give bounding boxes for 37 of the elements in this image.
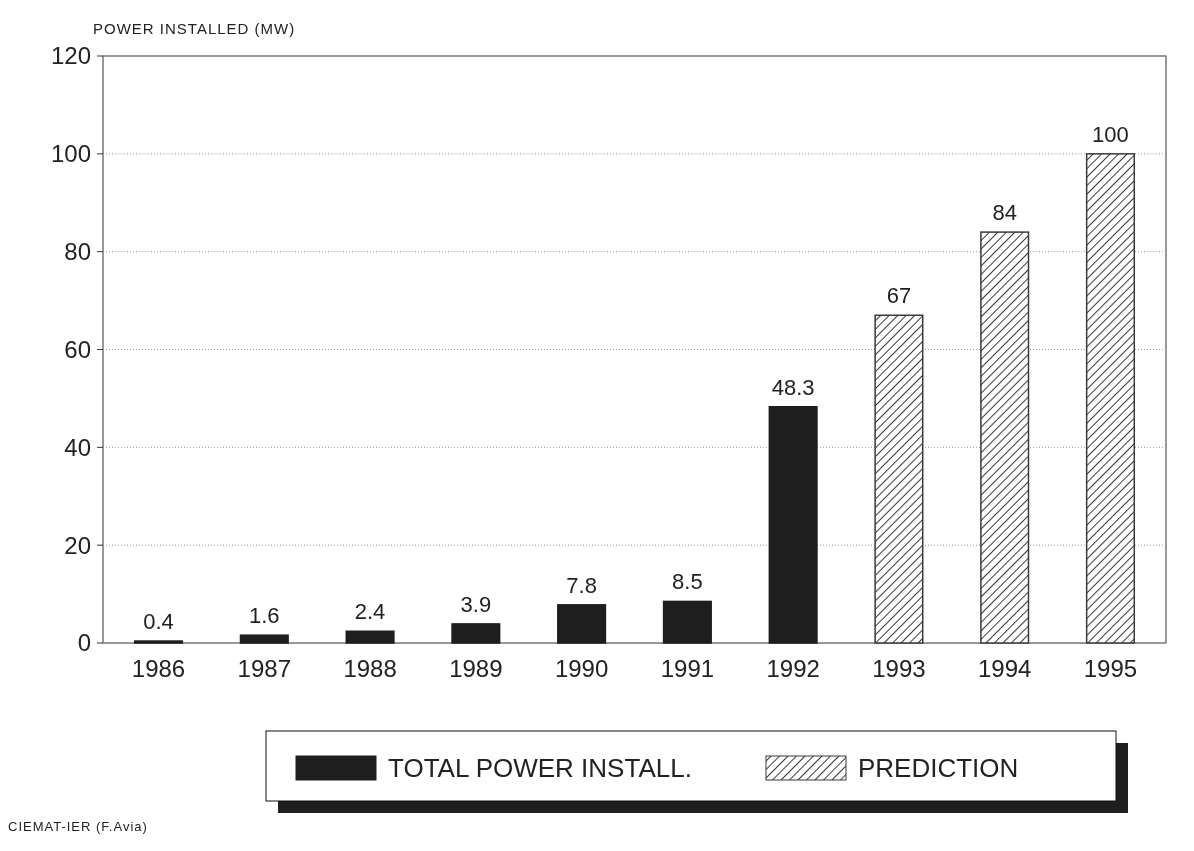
legend-label: PREDICTION [858,753,1019,784]
data-label: 2.4 [354,599,386,625]
x-tick-label: 1988 [343,655,397,682]
y-tick-label: 120 [50,42,91,70]
x-tick-label: 1993 [872,655,926,682]
x-tick-label: 1987 [237,655,291,682]
x-tick-label: 1992 [766,655,820,682]
x-tick-label: 1991 [660,655,715,682]
bar [557,604,607,644]
x-tick-label: 1986 [131,655,186,682]
y-tick-label: 100 [50,140,91,168]
bar [768,405,818,644]
bar [345,630,395,644]
data-label: 84 [992,200,1017,226]
data-label: 3.9 [460,591,492,617]
data-label: 0.4 [143,609,174,635]
data-label: 100 [1092,121,1129,147]
data-label: 7.8 [566,572,597,598]
text: CIEMAT-IER (F.Avia) [8,819,148,834]
x-tick-label: 1989 [449,655,503,682]
y-tick-label: 80 [64,238,91,266]
y-tick-label: 40 [64,433,91,461]
data-label: 1.6 [249,603,280,629]
data-label: 48.3 [771,374,815,400]
y-tick-label: 60 [64,335,91,363]
y-tick-label: 20 [64,531,91,559]
legend-label: TOTAL POWER INSTALL. [388,753,692,784]
y-axis-title: POWER INSTALLED (MW) [93,20,296,37]
bar [239,634,289,644]
x-tick-label: 1994 [978,655,1032,682]
bar [662,600,712,644]
data-label: 67 [886,283,912,309]
bar [451,623,501,644]
x-tick-label: 1995 [1083,655,1138,682]
y-tick-label: 0 [77,629,91,657]
x-tick-label: 1990 [554,655,609,682]
data-label: 8.5 [672,569,703,595]
